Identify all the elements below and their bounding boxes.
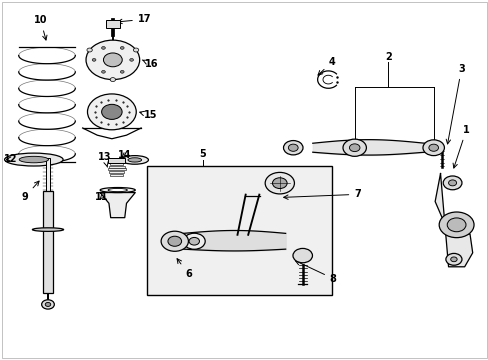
Text: 10: 10 [34, 15, 47, 40]
Bar [109, 166, 124, 168]
Text: 7: 7 [283, 189, 360, 199]
Circle shape [45, 302, 51, 306]
Bar [43, 191, 53, 293]
Circle shape [120, 46, 124, 49]
Ellipse shape [4, 153, 63, 166]
Circle shape [102, 46, 105, 49]
Text: 14: 14 [118, 150, 131, 160]
Circle shape [189, 238, 199, 245]
Text: 8: 8 [295, 261, 336, 284]
Ellipse shape [121, 156, 148, 164]
Ellipse shape [128, 158, 142, 162]
Ellipse shape [19, 156, 48, 163]
Circle shape [183, 233, 205, 249]
Text: 11: 11 [95, 192, 109, 202]
Text: 6: 6 [177, 259, 191, 279]
Text: 15: 15 [140, 111, 157, 121]
Circle shape [133, 48, 139, 52]
Circle shape [447, 218, 465, 232]
Circle shape [129, 58, 133, 61]
Circle shape [103, 53, 122, 67]
Ellipse shape [32, 228, 63, 231]
Bar [46, 158, 50, 193]
Ellipse shape [100, 188, 135, 193]
Bar [110, 174, 123, 176]
Circle shape [92, 58, 96, 61]
Circle shape [450, 257, 456, 262]
Text: 4: 4 [317, 57, 335, 75]
Text: 3: 3 [445, 64, 464, 144]
Circle shape [41, 300, 54, 309]
Circle shape [272, 178, 286, 189]
Text: 17: 17 [118, 14, 151, 24]
Circle shape [120, 71, 124, 73]
Circle shape [161, 231, 188, 251]
Text: 12: 12 [4, 154, 17, 164]
Bar [147, 166, 331, 296]
FancyBboxPatch shape [105, 20, 120, 28]
Polygon shape [100, 193, 135, 218]
Circle shape [167, 236, 181, 246]
Circle shape [349, 144, 359, 152]
Circle shape [102, 71, 105, 73]
Text: 16: 16 [142, 59, 158, 69]
Circle shape [110, 78, 115, 82]
FancyBboxPatch shape [108, 158, 125, 163]
Text: 2: 2 [384, 51, 391, 62]
Circle shape [86, 40, 140, 80]
Bar [109, 171, 124, 173]
Polygon shape [434, 174, 472, 267]
Circle shape [442, 176, 461, 190]
Circle shape [102, 104, 122, 120]
Bar [110, 163, 123, 165]
Circle shape [87, 48, 92, 52]
Circle shape [445, 253, 461, 265]
Bar [107, 168, 126, 171]
Circle shape [288, 144, 298, 151]
Circle shape [87, 94, 136, 130]
Circle shape [422, 140, 444, 156]
Ellipse shape [108, 188, 127, 192]
Text: 13: 13 [98, 152, 111, 167]
Circle shape [438, 212, 473, 238]
Circle shape [342, 139, 366, 156]
Text: 5: 5 [199, 149, 205, 159]
Text: 9: 9 [21, 181, 39, 202]
Circle shape [264, 172, 294, 194]
Circle shape [447, 180, 456, 186]
Text: 1: 1 [452, 125, 469, 168]
Circle shape [283, 140, 303, 155]
Circle shape [428, 144, 438, 151]
Circle shape [292, 248, 312, 263]
